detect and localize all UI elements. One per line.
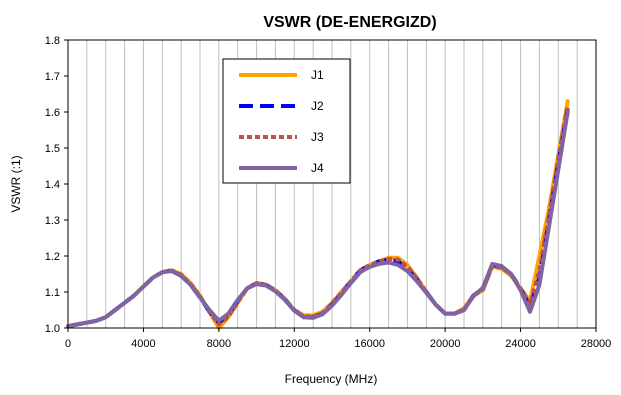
y-tick-label: 1.7 <box>45 71 60 83</box>
series-lines <box>66 99 570 330</box>
y-axis-label: VSWR (:1) <box>9 155 23 212</box>
x-tick-label: 8000 <box>207 338 231 350</box>
x-axis-label: Frequency (MHz) <box>285 372 378 386</box>
x-tick-label: 28000 <box>581 338 612 350</box>
y-tick-label: 1.1 <box>45 287 60 299</box>
axes <box>64 39 597 332</box>
y-tick-label: 1.6 <box>45 107 60 119</box>
series-line-j4 <box>66 110 570 329</box>
y-tick-label: 1.8 <box>45 35 60 47</box>
legend-label-j4: J4 <box>311 161 324 175</box>
legend-box <box>222 58 351 184</box>
tick-labels: 1.0 1.1 1.2 1.3 1.4 1.5 1.6 1.7 1.8 0 4000 8000 1200… <box>45 35 612 350</box>
y-tick-label: 1.5 <box>45 143 60 155</box>
legend-label-j3: J3 <box>311 130 324 144</box>
legend-label-j1: J1 <box>311 68 324 82</box>
legend-label-j2: J2 <box>311 99 324 113</box>
x-tick-label: 16000 <box>354 338 385 350</box>
y-tick-label: 1.4 <box>45 179 60 191</box>
y-tick-label: 1.0 <box>45 323 60 335</box>
y-tick-label: 1.2 <box>45 251 60 263</box>
legend: J1 J2 J3 J4 <box>222 58 351 184</box>
y-tick-label: 1.3 <box>45 215 60 227</box>
x-tick-label: 12000 <box>279 338 310 350</box>
x-tick-label: 24000 <box>505 338 536 350</box>
chart-title: VSWR (DE-ENERGIZD) <box>263 14 436 31</box>
x-tick-label: 0 <box>65 338 71 350</box>
x-tick-label: 20000 <box>430 338 461 350</box>
x-tick-label: 4000 <box>131 338 155 350</box>
